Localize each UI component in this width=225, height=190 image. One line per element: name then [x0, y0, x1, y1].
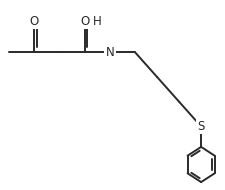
Text: H: H — [93, 15, 102, 28]
Text: N: N — [106, 46, 114, 59]
Text: O: O — [80, 15, 89, 28]
Text: O: O — [30, 15, 39, 28]
Text: S: S — [198, 120, 205, 133]
